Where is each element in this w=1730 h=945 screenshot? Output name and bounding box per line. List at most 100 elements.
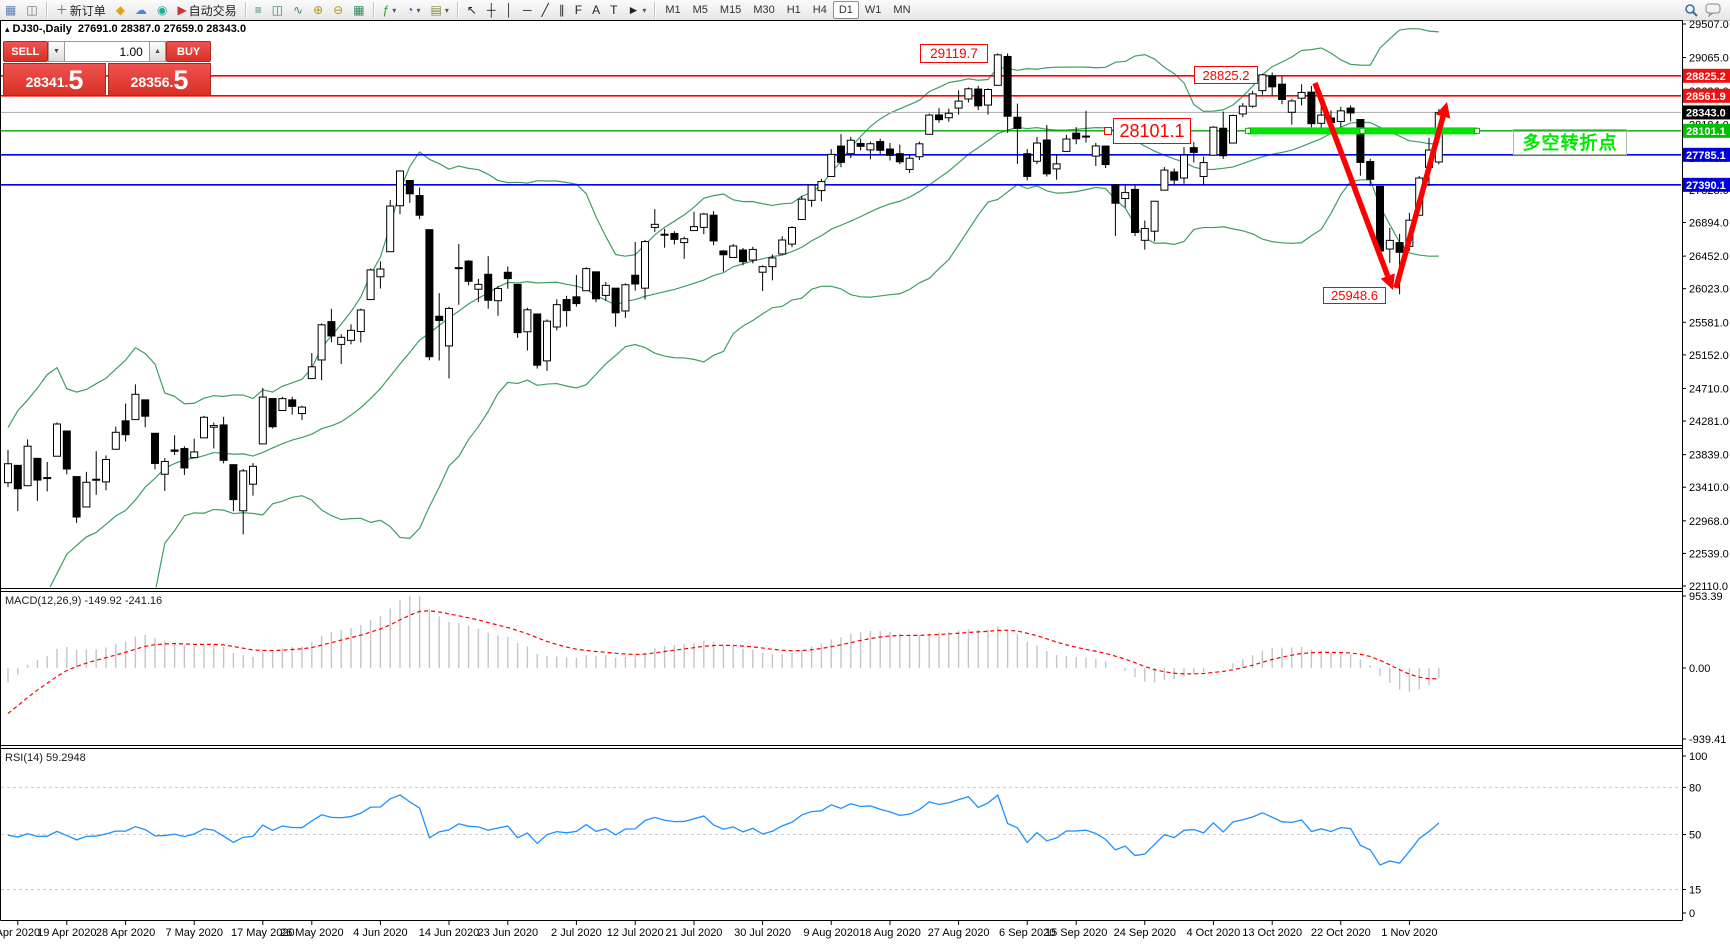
toolbar-separator [46,2,48,18]
autotrading-button[interactable]: ▶自动交易 [172,0,241,20]
volume-down-button[interactable]: ▼ [48,41,66,62]
candlestick [328,322,335,336]
rsi-value: 59.2948 [46,752,86,764]
timeframe-mn[interactable]: MN [887,1,916,19]
label-icon: T [610,1,617,19]
candlestick [1210,127,1217,155]
candlestick [985,89,992,105]
price-annotation-25948.6[interactable]: 25948.6 [1323,287,1386,304]
timeframe-m1[interactable]: M1 [659,1,686,19]
hline-icon: ─ [523,1,532,19]
timeframe-m15[interactable]: M15 [714,1,747,19]
candlestick [700,214,707,227]
candlestick [279,399,286,411]
line-chart-icon[interactable]: ∿ [288,0,308,20]
candlestick [622,285,629,311]
vline-icon[interactable]: │ [500,0,518,20]
timeframe-d1[interactable]: D1 [833,1,859,19]
label-icon[interactable]: T [605,0,622,20]
channel-icon[interactable]: ∥ [554,0,570,20]
segment-handle[interactable] [1475,128,1480,133]
period-icon[interactable]: ◔▾ [401,0,425,20]
zoom-out-icon[interactable]: ⊖ [328,0,348,20]
trendline-icon[interactable]: ╱ [537,0,554,20]
arrows-icon-caret[interactable]: ▾ [642,6,646,15]
template-icon[interactable]: ▤▾ [426,0,454,20]
indicators-icon-caret[interactable]: ▾ [392,6,396,15]
candlestick [671,233,678,239]
zoom-in-icon[interactable]: ⊕ [308,0,328,20]
candlestick [818,182,825,191]
candlestick [289,400,296,407]
period-icon-caret[interactable]: ▾ [417,6,421,15]
chart-objects[interactable] [1246,83,1480,290]
new-order-button: ＋ [56,1,68,19]
new-order-button[interactable]: ＋新订单 [51,0,111,20]
price-annotation-28101.1[interactable]: 28101.1 [1113,118,1191,144]
candlestick [1063,139,1070,151]
candlestick [54,424,61,456]
candlestick [838,146,845,162]
price-annotation-29119.7[interactable]: 29119.7 [920,44,988,63]
metaeditor-icon[interactable]: ◆ [111,0,130,20]
candlestick [1171,172,1178,180]
fibo-icon[interactable]: F [570,0,587,20]
search-icon[interactable] [1684,3,1699,18]
signals-icon[interactable]: ◉ [152,0,172,20]
buy-button[interactable]: BUY [166,41,211,62]
crosshair-icon: ┼ [487,1,496,19]
segment-handle[interactable] [1360,128,1365,133]
candlestick [612,288,619,313]
candlestick [916,144,923,157]
tile-windows-icon[interactable]: ▦ [348,0,369,20]
hline-icon[interactable]: ─ [518,0,537,20]
candlestick [161,461,168,474]
candlestick [1308,92,1315,124]
ask-price[interactable]: 28356.5 [108,63,211,96]
profiles-icon[interactable]: ◫ [21,0,42,20]
price-annotation-28825.2[interactable]: 28825.2 [1194,66,1258,84]
svg-text:13 Oct 2020: 13 Oct 2020 [1242,927,1302,939]
chat-icon[interactable] [1705,3,1722,17]
segment-handle[interactable] [1246,128,1251,133]
annotation-anchor[interactable] [1104,127,1112,135]
candlestick [740,250,747,262]
sell-button[interactable]: SELL [3,41,48,62]
timeframe-h1[interactable]: H1 [781,1,807,19]
candlestick [602,285,609,295]
main-price-pane [1,29,1681,835]
crosshair-icon[interactable]: ┼ [482,0,501,20]
bar-chart-icon[interactable]: ≡ [250,0,267,20]
candlestick [681,239,688,243]
indicators-icon[interactable]: ƒ▾ [378,0,402,20]
cursor-icon[interactable]: ↖ [462,0,482,20]
candlestick [1043,140,1050,174]
svg-text:19 Apr 2020: 19 Apr 2020 [37,927,96,939]
bull-bear-turning-point-note[interactable]: 多空转折点 [1513,129,1627,155]
community-icon[interactable]: ☁ [130,0,152,20]
candlestick [730,246,737,257]
new-chart-icon[interactable]: ▦ [0,0,21,20]
chart-canvas[interactable]: 29507.029065.028626.028184.027743.027323… [0,20,1730,940]
text-icon[interactable]: A [587,0,605,20]
svg-text:50: 50 [1689,830,1701,842]
timeframe-w1[interactable]: W1 [859,1,888,19]
timeframe-m5[interactable]: M5 [687,1,714,19]
timeframe-m30[interactable]: M30 [747,1,780,19]
bid-price[interactable]: 28341.5 [3,63,106,96]
candlestick [544,321,551,361]
svg-text:27 Aug 2020: 27 Aug 2020 [928,927,990,939]
arrows-icon[interactable]: ►▾ [622,0,651,20]
collapse-panel-icon[interactable]: ▴ [5,24,10,34]
timeframe-h4[interactable]: H4 [807,1,833,19]
candlestick [1220,128,1227,156]
volume-up-button[interactable]: ▲ [149,41,167,62]
candlestick [524,310,531,332]
candle-chart-icon[interactable]: ◫ [267,0,288,20]
candlestick [1151,201,1158,231]
volume-input[interactable]: 1.00 [65,41,149,62]
candlestick [1337,111,1344,122]
template-icon-caret[interactable]: ▾ [445,6,449,15]
